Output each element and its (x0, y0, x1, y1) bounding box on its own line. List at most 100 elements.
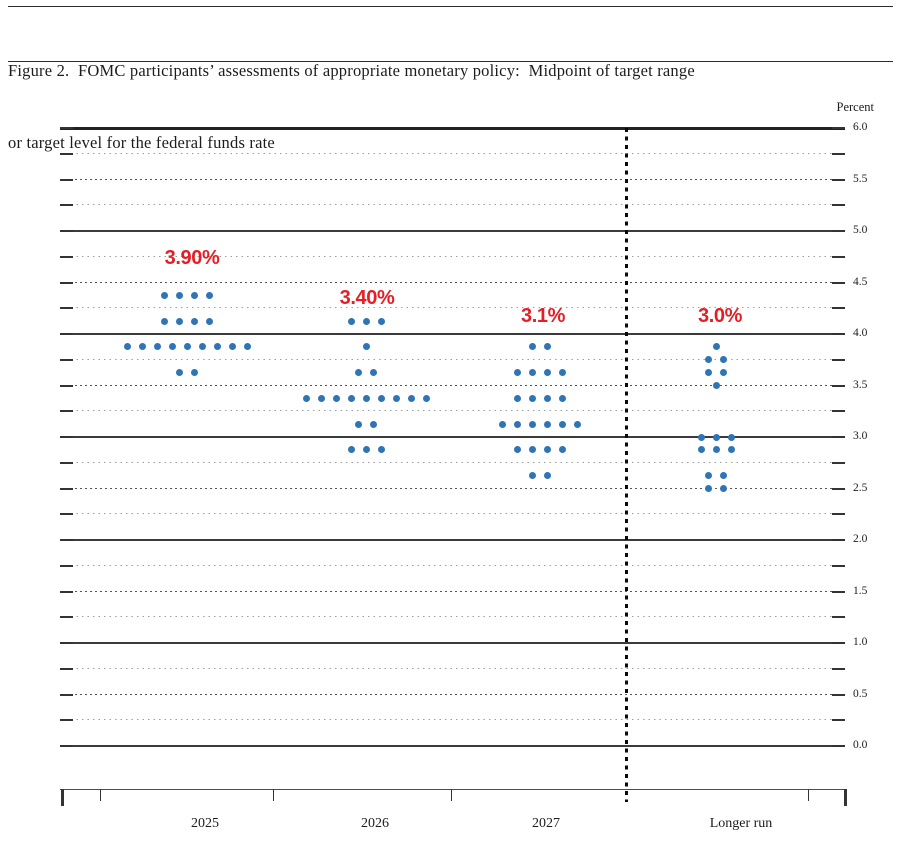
projection-dot (514, 446, 521, 454)
projection-dot (529, 394, 536, 402)
gridline-left-tick (60, 333, 73, 335)
figure-title: Figure 2. FOMC participants’ assessments… (8, 11, 892, 202)
median-label: 3.1% (521, 305, 565, 327)
gridline-right-tick (832, 564, 845, 567)
gridline-major (60, 539, 845, 541)
gridline-right-tick (832, 539, 845, 541)
gridline-half (60, 590, 845, 592)
gridline-quarter (60, 719, 845, 721)
projection-dot (712, 446, 720, 454)
projection-dot (355, 369, 362, 377)
projection-dot (347, 317, 355, 325)
gridline-left-tick (60, 358, 73, 361)
gridline-quarter (60, 204, 845, 206)
projection-dot (697, 446, 705, 454)
projection-dot (705, 356, 712, 364)
projection-dot (153, 343, 161, 351)
projection-dot (176, 291, 183, 299)
gridline-left-tick (60, 539, 73, 541)
x-axis-category-label: Longer run (709, 816, 773, 831)
gridline-quarter (60, 152, 845, 154)
projection-dot (407, 394, 415, 402)
projection-dot (228, 343, 236, 351)
projection-dot (138, 343, 146, 351)
projection-dot (191, 369, 198, 377)
gridline-half (60, 178, 845, 180)
projection-dot (161, 317, 168, 325)
projection-dot (198, 343, 206, 351)
projection-dot (422, 394, 430, 402)
projection-dot (213, 343, 221, 351)
gridline-right-tick (832, 616, 845, 619)
gridline-left-tick (60, 642, 73, 644)
gridline-major (60, 436, 845, 438)
gridline-left-tick (60, 127, 73, 129)
gridline-quarter (60, 255, 845, 257)
projection-dot (370, 369, 377, 377)
projection-dot (362, 317, 370, 325)
gridline-left-tick (60, 178, 73, 181)
projection-dot (559, 369, 566, 377)
gridline-right-tick (832, 436, 845, 438)
gridline-half (60, 384, 845, 386)
projection-dot (302, 394, 310, 402)
projection-dot (705, 369, 712, 377)
projection-dot (362, 343, 370, 351)
y-axis-tick-label: 5.5 (853, 172, 868, 185)
projection-dot (377, 446, 385, 454)
projection-dot (347, 446, 355, 454)
projection-dot (705, 485, 712, 492)
gridline-left-tick (60, 230, 73, 232)
projection-dot (544, 472, 551, 480)
projection-dot (377, 394, 385, 402)
y-axis-tick-label: 0.5 (853, 687, 868, 700)
gridline-left-tick (60, 410, 73, 413)
gridline-half (60, 693, 845, 695)
gridline-left-tick (60, 745, 73, 747)
projection-dot (705, 472, 712, 480)
gridline-right-tick (832, 590, 845, 593)
projection-dot (191, 291, 198, 299)
gridline-quarter (60, 616, 845, 618)
projection-dot (529, 369, 536, 377)
y-axis-tick-label: 3.5 (853, 378, 868, 391)
x-axis-line (60, 789, 846, 791)
gridline-right-tick (832, 487, 845, 490)
projection-dot (499, 420, 506, 428)
median-label: 3.0% (698, 305, 742, 327)
y-axis-tick-label: 3.0 (853, 430, 868, 442)
gridline-right-tick (832, 307, 845, 310)
gridline-quarter (60, 513, 845, 515)
y-axis-tick-label: 4.0 (853, 327, 868, 339)
x-axis-category-label: 2025 (191, 816, 219, 831)
projection-dot (514, 369, 521, 377)
top-rule (8, 6, 893, 7)
gridline-right-tick (832, 461, 845, 464)
projection-dot (712, 382, 720, 389)
projection-dot (544, 369, 551, 377)
gridline-left-tick (60, 719, 73, 722)
figure-title-line2: or target level for the federal funds ra… (8, 132, 275, 152)
projection-dot (727, 446, 735, 454)
gridline-half (60, 281, 845, 283)
projection-dot (392, 394, 400, 402)
gridline-major (60, 745, 845, 747)
gridline-left-tick (60, 564, 73, 567)
x-axis-category-label: 2027 (532, 816, 560, 831)
projection-dot (206, 317, 213, 325)
projection-dot (168, 343, 176, 351)
projection-dot (720, 356, 727, 364)
gridline-quarter (60, 410, 845, 412)
gridline-right-tick (832, 693, 845, 696)
gridline-left-tick (60, 307, 73, 310)
gridline-right-tick (832, 358, 845, 361)
gridline-right-tick (832, 255, 845, 258)
gridline-major (60, 127, 845, 130)
projection-dot (176, 317, 183, 325)
projection-dot (697, 433, 705, 441)
x-axis-tick (451, 789, 453, 801)
x-axis-tick (844, 789, 847, 806)
y-axis-tick-label: 2.5 (853, 481, 868, 494)
gridline-left-tick (60, 487, 73, 490)
projection-dot (332, 394, 340, 402)
